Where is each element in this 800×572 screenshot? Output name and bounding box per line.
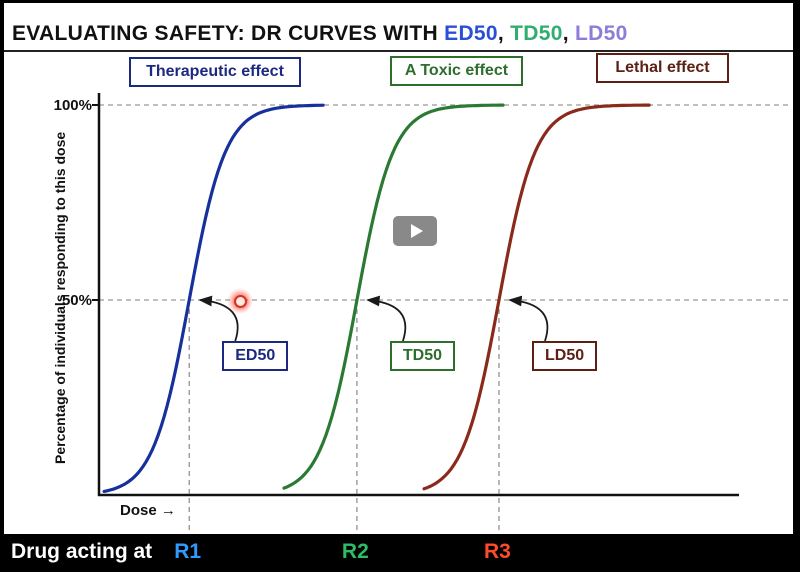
title-separator: ,	[497, 22, 511, 46]
legend-box-1: Therapeutic effect	[129, 57, 301, 87]
cursor-dot	[233, 294, 247, 308]
receptor-label-r2: R2	[341, 540, 369, 563]
cursor-highlight-icon	[227, 288, 253, 314]
dose-response-chart	[92, 93, 790, 533]
title-text: EVALUATING SAFETY: DR CURVES WITH	[12, 22, 445, 46]
legend-box-2: A Toxic effect	[390, 56, 523, 86]
title-term-ld50: LD50	[575, 22, 628, 46]
y-tick-100: 100%	[53, 97, 92, 114]
receptor-label-r3: R3	[484, 540, 511, 563]
title-term-td50: TD50	[510, 22, 563, 46]
legend-box-3: Lethal effect	[596, 53, 729, 83]
page-title: EVALUATING SAFETY: DR CURVES WITH ED50, …	[4, 17, 793, 53]
x-axis-label: Dose →	[120, 502, 176, 519]
play-icon	[410, 224, 423, 238]
bottom-bar-label: Drug acting at	[11, 540, 153, 563]
annotation-td50: TD50	[389, 341, 456, 371]
annotation-ed50: ED50	[222, 341, 289, 371]
receptor-label-r1: R1	[174, 540, 202, 563]
title-terms: ED50, TD50, LD50	[444, 22, 627, 45]
y-tick-50: 50%	[61, 292, 92, 309]
bottom-bar: Drug acting at R1 R2 R3	[4, 534, 793, 572]
annotation-ld50: LD50	[532, 341, 598, 371]
play-button[interactable]	[393, 216, 437, 246]
title-separator: ,	[562, 22, 576, 46]
title-term-ed50: ED50	[444, 22, 498, 46]
